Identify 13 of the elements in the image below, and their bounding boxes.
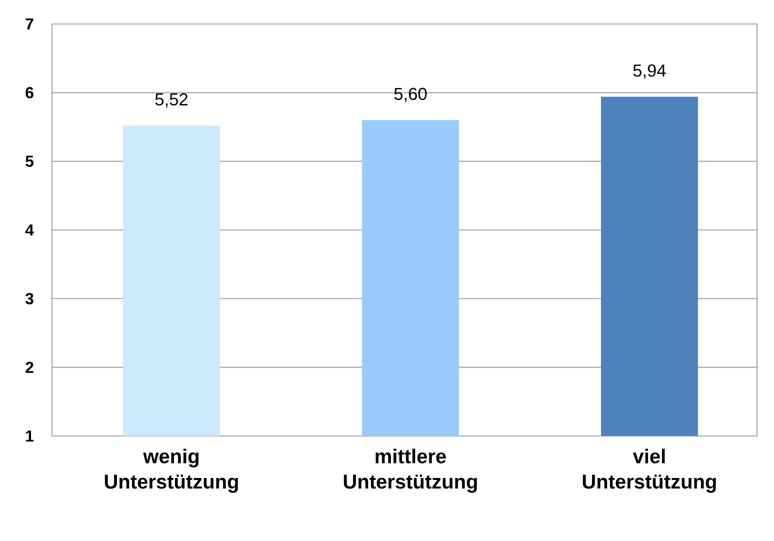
y-tick-label: 4 (25, 224, 34, 236)
data-label: 5,60 (394, 88, 427, 102)
y-tick-label: 5 (26, 156, 34, 167)
data-label: 5,52 (155, 93, 188, 108)
y-tick-label: 7 (26, 18, 34, 30)
data-label: 5,94 (633, 64, 666, 79)
y-tick-label: 1 (26, 430, 34, 442)
x-tick-label: viel Unterstützung (582, 448, 716, 493)
y-tick-label: 3 (25, 292, 34, 304)
y-tick-label: 2 (26, 362, 34, 373)
x-tick-label: mittlere Unterstützung (344, 448, 477, 493)
y-tick-label: 6 (26, 86, 34, 98)
x-tick-label: wenig Unterstützung (104, 448, 238, 493)
